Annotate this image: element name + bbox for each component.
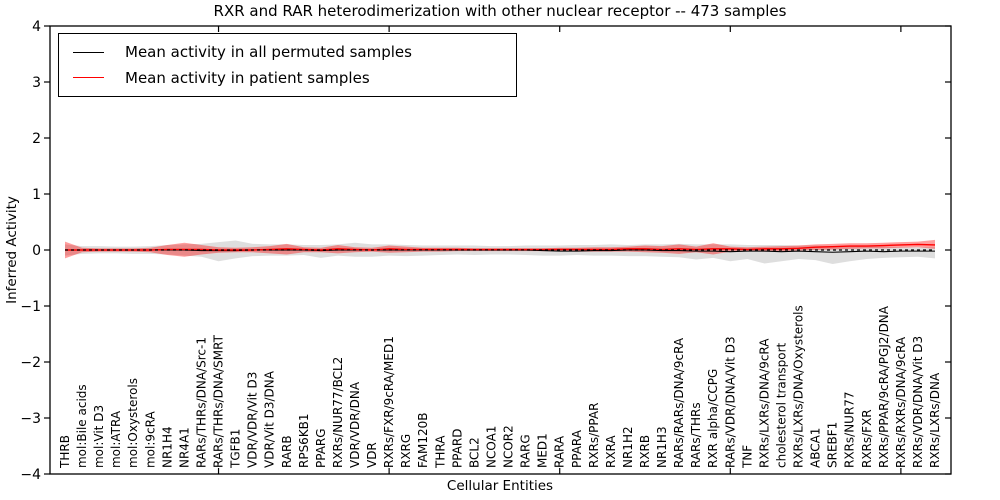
x-category-label: RXRB xyxy=(638,435,652,468)
x-category-label: RXR alpha/CCPG xyxy=(706,369,720,468)
x-category-label: RXRs/PPAR/9cRA/PGJ2/DNA xyxy=(877,305,891,468)
x-category-label: NCOA1 xyxy=(484,426,498,468)
x-category-label: RXRs/PPAR xyxy=(587,403,601,468)
x-category-label: RARG xyxy=(519,434,533,468)
legend-box: Mean activity in all permuted samples Me… xyxy=(58,33,517,97)
x-category-label: NCOR2 xyxy=(502,425,516,468)
x-category-label: VDR/VDR/DNA xyxy=(348,381,362,468)
y-tick-label: 0 xyxy=(32,243,41,259)
y-tick-label: 1 xyxy=(32,187,41,203)
x-category-label: RXRs/FXR/9cRA/MED1 xyxy=(382,336,396,468)
x-category-label: ABCA1 xyxy=(809,428,823,468)
x-category-label: RXRs/VDR/DNA/Vit D3 xyxy=(911,336,925,468)
x-category-label: THRA xyxy=(433,435,447,469)
x-category-label: SREBF1 xyxy=(826,422,840,468)
x-category-label: VDR/Vit D3/DNA xyxy=(263,370,277,468)
x-category-label: mol:ATRA xyxy=(109,410,123,468)
x-category-label: MED1 xyxy=(536,433,550,468)
x-category-label: THRB xyxy=(58,435,72,469)
x-category-label: TGFB1 xyxy=(229,429,243,469)
y-tick-label: 4 xyxy=(32,19,41,35)
x-category-label: RXRs/NUR77 xyxy=(843,391,857,468)
x-category-label: mol:9cRA xyxy=(143,411,157,468)
x-category-label: RXRs/RXRs/DNA/9cRA xyxy=(894,336,908,468)
x-category-label: RARA xyxy=(553,435,567,468)
legend-label: Mean activity in all permuted samples xyxy=(125,43,412,62)
x-category-label: VDR xyxy=(365,442,379,468)
y-tick-label: −3 xyxy=(20,411,41,427)
x-category-label: RARs/THRs/DNA/SMRT xyxy=(212,334,226,468)
y-tick-label: −2 xyxy=(20,355,41,371)
x-category-label: RXRs/FXR xyxy=(860,409,874,468)
y-tick-label: −4 xyxy=(20,467,41,483)
x-category-label: RARs/VDR/DNA/Vit D3 xyxy=(723,336,737,468)
x-category-label: PPARD xyxy=(450,429,464,469)
x-category-label: RARB xyxy=(280,435,294,468)
x-category-label: RXRA xyxy=(604,435,618,468)
y-tick-label: −1 xyxy=(20,299,41,315)
x-category-label: NR4A1 xyxy=(177,427,191,468)
x-category-label: NR1H4 xyxy=(160,426,174,468)
x-category-label: TNF xyxy=(740,445,754,469)
x-category-label: FAM120B xyxy=(416,413,430,469)
x-category-label: mol:Bile acids xyxy=(75,384,89,468)
x-category-label: BCL2 xyxy=(467,437,481,468)
patient-line-swatch xyxy=(73,77,104,79)
x-category-label: NR1H3 xyxy=(655,426,669,468)
chart-title: RXR and RAR heterodimerization with othe… xyxy=(213,2,787,20)
y-tick-label: 3 xyxy=(32,75,41,91)
x-category-label: RARs/THRs xyxy=(689,402,703,468)
x-axis-label: Cellular Entities xyxy=(446,478,554,494)
x-category-label: NR1H2 xyxy=(621,426,635,468)
legend-entry-permuted: Mean activity in all permuted samples xyxy=(73,43,502,61)
permuted-range-band xyxy=(65,240,935,264)
x-category-label: RPS6KB1 xyxy=(297,413,311,468)
x-category-label: RXRs/LXRs/DNA xyxy=(928,372,942,468)
x-category-label: cholesterol transport xyxy=(774,342,788,468)
legend-label: Mean activity in patient samples xyxy=(125,68,370,87)
x-category-label: RXRs/LXRs/DNA/Oxysterols xyxy=(792,305,806,468)
x-category-label: mol:Oxysterols xyxy=(126,378,140,468)
x-category-label: VDR/VDR/Vit D3 xyxy=(246,372,260,468)
permuted-line-swatch xyxy=(73,51,104,53)
x-category-label: PPARG xyxy=(314,428,328,468)
x-category-label: mol:Vit D3 xyxy=(92,405,106,468)
legend-entry-patient: Mean activity in patient samples xyxy=(73,69,502,87)
y-tick-label: 2 xyxy=(32,131,41,147)
x-category-label: RXRs/LXRs/DNA/9cRA xyxy=(757,338,771,468)
x-category-label: RXRs/NUR77/BCL2 xyxy=(331,357,345,468)
x-category-label: RXRG xyxy=(399,434,413,468)
x-category-label: RARs/RARs/DNA/9cRA xyxy=(672,337,686,468)
x-category-label: RARs/THRs/DNA/Src-1 xyxy=(194,337,208,468)
x-category-label: PPARA xyxy=(570,429,584,468)
y-axis-label: Inferred Activity xyxy=(4,196,20,304)
